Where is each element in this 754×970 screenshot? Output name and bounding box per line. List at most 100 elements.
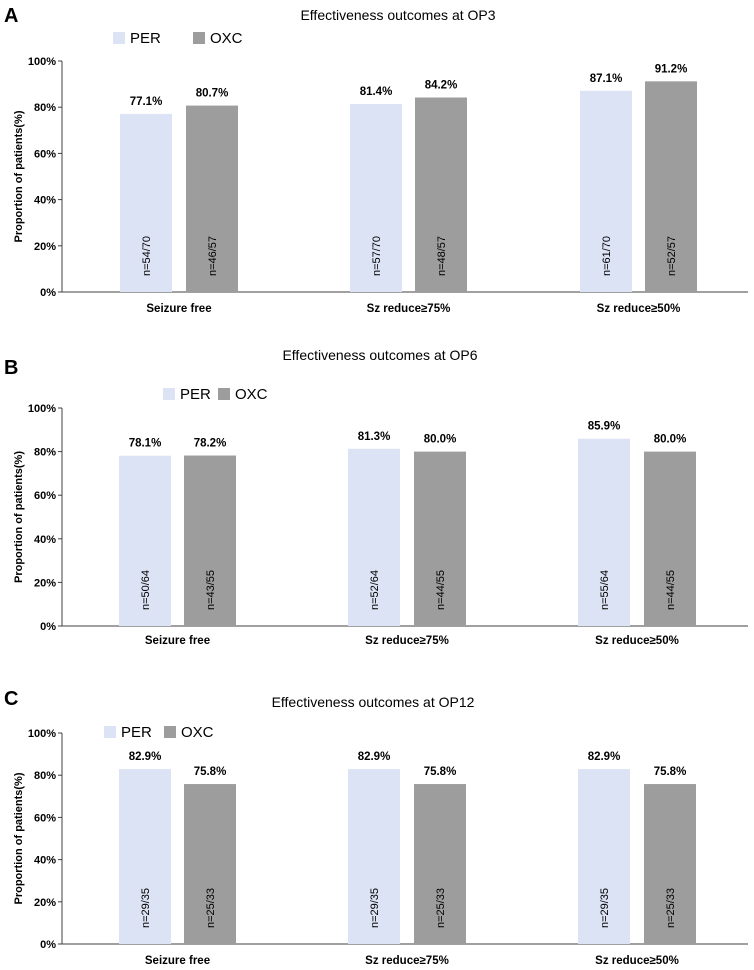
bar-value-label: 81.4% <box>360 86 393 98</box>
x-category-label: Sz reduce≥75% <box>367 303 451 315</box>
bar-n-label: n=52/57 <box>666 236 678 276</box>
y-tick-label: 0% <box>40 621 56 633</box>
bar-n-label: n=25/33 <box>665 888 677 928</box>
bar-oxc <box>414 451 466 626</box>
bar-n-label: n=48/57 <box>436 236 448 276</box>
y-tick-label: 100% <box>28 403 56 415</box>
legend-swatch-per <box>113 32 125 44</box>
x-category-label: Sz reduce≥50% <box>595 635 679 647</box>
y-tick-label: 20% <box>34 241 56 253</box>
legend-label-oxc: OXC <box>235 386 268 403</box>
bar-value-label: 75.8% <box>194 766 227 778</box>
panel-label: B <box>4 357 18 379</box>
y-tick-label: 40% <box>34 195 56 207</box>
chart-title: Effectiveness outcomes at OP6 <box>282 347 477 363</box>
x-category-label: Seizure free <box>146 303 211 315</box>
y-tick-label: 100% <box>28 56 56 68</box>
chart-op6: B Effectiveness outcomes at OP6 PER OXC Prop… <box>4 347 748 647</box>
bar-value-label: 80.7% <box>196 88 229 100</box>
bar-value-label: 80.0% <box>654 434 687 446</box>
legend: PER OXC <box>104 724 214 741</box>
bar-n-label: n=61/70 <box>601 236 613 276</box>
chart-op3: A Effectiveness outcomes at OP3 PER OXC Prop… <box>4 5 748 315</box>
bar-n-label: n=50/64 <box>140 570 152 610</box>
bar-value-label: 91.2% <box>655 63 688 75</box>
bar-n-label: n=52/64 <box>369 570 381 610</box>
panel-b: B Effectiveness outcomes at OP6 PER OXC Prop… <box>0 340 754 650</box>
bar-n-label: n=46/57 <box>207 236 219 276</box>
y-tick-label: 0% <box>40 287 56 299</box>
legend: PER OXC <box>163 386 268 403</box>
bar-per <box>350 103 402 292</box>
y-tick-label: 100% <box>28 728 56 740</box>
bar-n-label: n=55/64 <box>599 570 611 610</box>
bar-value-label: 75.8% <box>424 766 457 778</box>
bar-per <box>348 448 400 626</box>
bar-per <box>120 113 172 292</box>
bar-oxc <box>644 784 696 944</box>
bar-oxc <box>414 784 466 944</box>
legend: PER OXC <box>113 30 243 47</box>
y-tick-label: 20% <box>34 897 56 909</box>
legend-label-oxc: OXC <box>181 724 214 741</box>
bar-oxc <box>415 97 467 292</box>
y-tick-label: 0% <box>40 939 56 951</box>
y-tick-label: 60% <box>34 148 56 160</box>
bar-n-label: n=44/55 <box>435 570 447 610</box>
bar-n-label: n=29/35 <box>599 888 611 928</box>
y-tick-label: 40% <box>34 534 56 546</box>
legend-label-per: PER <box>130 30 161 47</box>
bar-n-label: n=25/33 <box>205 888 217 928</box>
x-category-label: Seizure free <box>145 955 210 965</box>
x-category-label: Sz reduce≥75% <box>365 955 449 965</box>
chart-title: Effectiveness outcomes at OP3 <box>300 7 495 23</box>
legend-label-per: PER <box>180 386 211 403</box>
bar-oxc <box>184 784 236 944</box>
bar-value-label: 80.0% <box>424 434 457 446</box>
panel-c: C Effectiveness outcomes at OP12 PER OXC Pro… <box>0 685 754 967</box>
bar-n-label: n=29/35 <box>369 888 381 928</box>
y-tick-label: 20% <box>34 577 56 589</box>
bar-value-label: 81.3% <box>358 431 391 443</box>
bar-value-label: 77.1% <box>130 96 163 108</box>
y-axis-label: Proportion of patients(%) <box>13 451 25 583</box>
panel-a: A Effectiveness outcomes at OP3 PER OXC Prop… <box>0 0 754 320</box>
bar-value-label: 75.8% <box>654 766 687 778</box>
bar-oxc <box>644 451 696 626</box>
bar-value-label: 78.1% <box>129 438 162 450</box>
bar-n-label: n=43/55 <box>205 570 217 610</box>
bar-value-label: 78.2% <box>194 438 227 450</box>
legend-swatch-per <box>104 726 116 738</box>
bar-n-label: n=44/55 <box>665 570 677 610</box>
bar-n-label: n=25/33 <box>435 888 447 928</box>
bar-per <box>580 90 632 292</box>
y-tick-label: 40% <box>34 855 56 867</box>
panel-label: C <box>4 688 18 710</box>
x-category-label: Sz reduce≥75% <box>365 635 449 647</box>
x-category-label: Sz reduce≥50% <box>595 955 679 965</box>
chart-title: Effectiveness outcomes at OP12 <box>272 694 475 710</box>
bar-per <box>348 769 400 944</box>
legend-swatch-per <box>163 388 175 400</box>
legend-swatch-oxc <box>193 32 205 44</box>
bar-per <box>119 769 171 944</box>
chart-op12: C Effectiveness outcomes at OP12 PER OXC Pro… <box>4 688 748 967</box>
legend-swatch-oxc <box>218 388 230 400</box>
legend-swatch-oxc <box>164 726 176 738</box>
y-axis-label: Proportion of patients(%) <box>13 772 25 904</box>
x-category-label: Sz reduce≥50% <box>597 303 681 315</box>
y-tick-label: 80% <box>34 102 56 114</box>
bar-n-label: n=29/35 <box>140 888 152 928</box>
bar-per <box>119 455 171 626</box>
bar-per <box>578 438 630 626</box>
bar-oxc <box>184 455 236 626</box>
bar-per <box>578 769 630 944</box>
bar-value-label: 87.1% <box>590 73 623 85</box>
bar-value-label: 85.9% <box>588 421 621 433</box>
bar-oxc <box>186 105 238 292</box>
bar-n-label: n=54/70 <box>141 236 153 276</box>
y-tick-label: 60% <box>34 490 56 502</box>
panel-label: A <box>4 5 18 27</box>
y-axis-label: Proportion of patients(%) <box>13 110 25 242</box>
y-tick-label: 60% <box>34 812 56 824</box>
